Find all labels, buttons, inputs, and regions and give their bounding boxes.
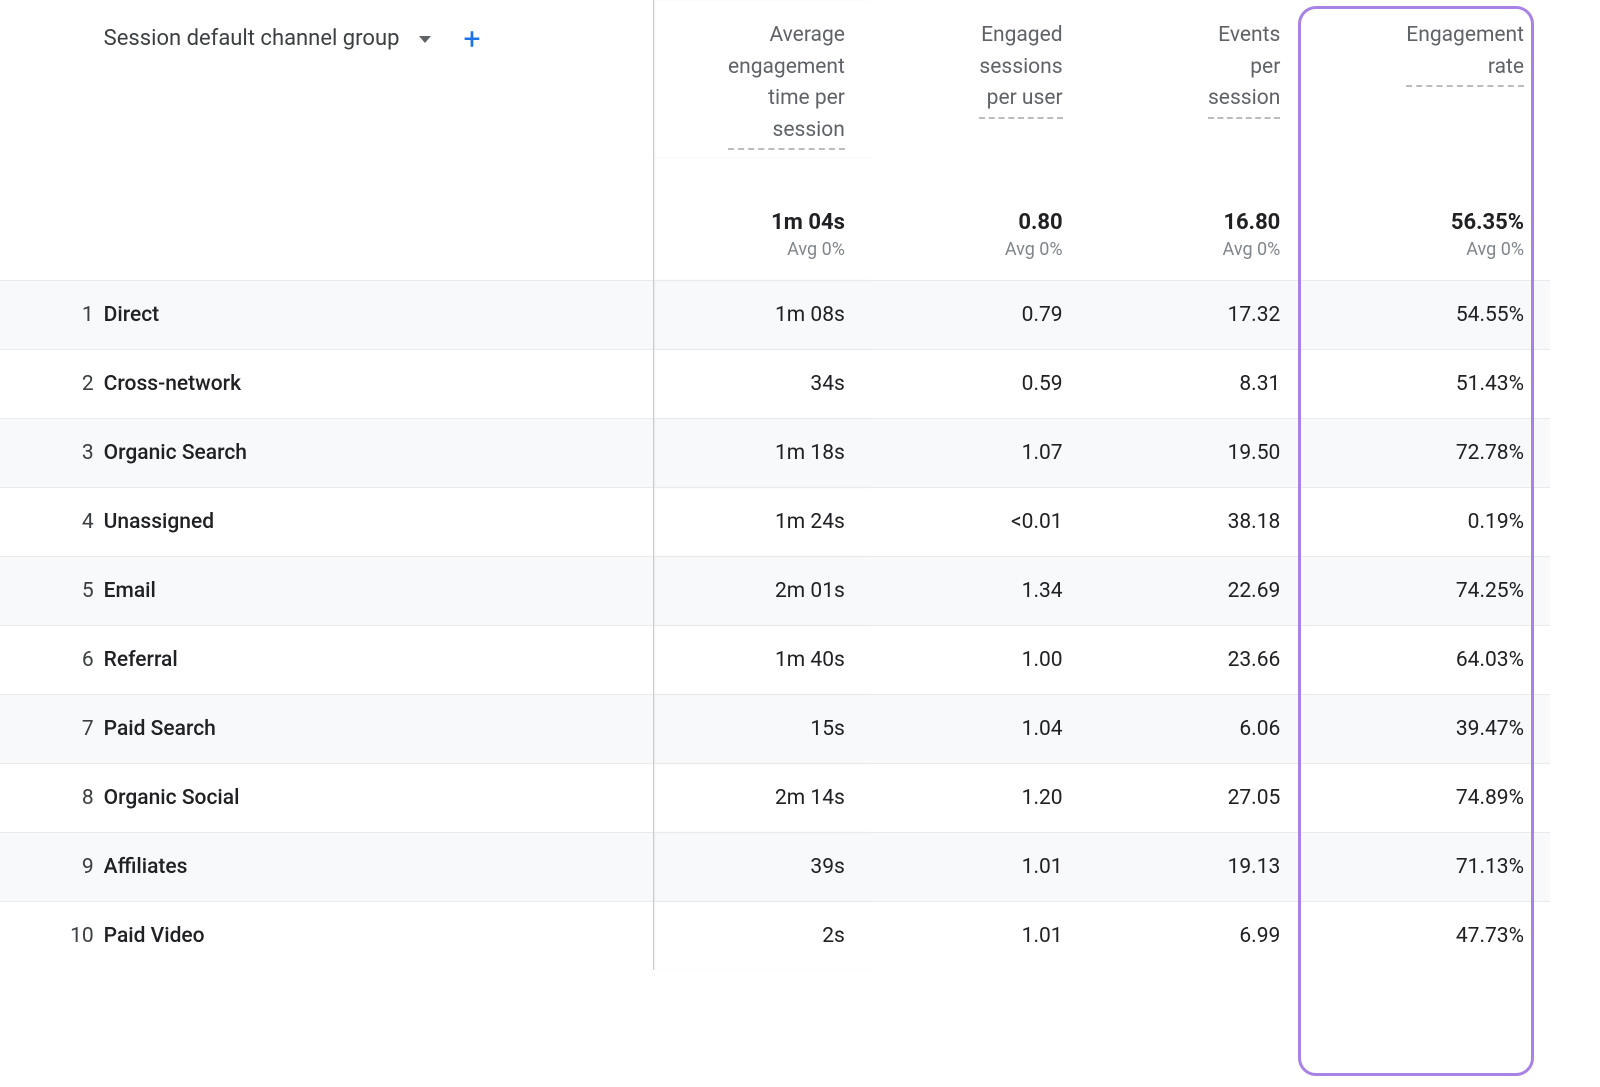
row-channel[interactable]: Email <box>104 557 653 626</box>
row-channel[interactable]: Paid Search <box>104 695 653 764</box>
row-metric: 74.89% <box>1306 764 1550 833</box>
header-idx-blank <box>0 0 104 158</box>
row-metric: 2m 01s <box>653 557 871 626</box>
table-row[interactable]: 7Paid Search15s1.046.0639.47% <box>0 695 1550 764</box>
row-metric: 39.47% <box>1306 695 1550 764</box>
table-row[interactable]: 3Organic Search1m 18s1.0719.5072.78% <box>0 419 1550 488</box>
row-metric: 0.59 <box>871 350 1089 419</box>
row-metric: 1m 40s <box>653 626 871 695</box>
row-metric: 15s <box>653 695 871 764</box>
row-metric: 23.66 <box>1089 626 1307 695</box>
row-metric: 1.34 <box>871 557 1089 626</box>
row-channel[interactable]: Unassigned <box>104 488 653 557</box>
row-metric: 8.31 <box>1089 350 1307 419</box>
row-channel[interactable]: Direct <box>104 281 653 350</box>
row-metric: 0.19% <box>1306 488 1550 557</box>
table-row[interactable]: 8Organic Social2m 14s1.2027.0574.89% <box>0 764 1550 833</box>
table-row[interactable]: 9Affiliates39s1.0119.1371.13% <box>0 833 1550 902</box>
row-channel[interactable]: Organic Search <box>104 419 653 488</box>
row-metric: 17.32 <box>1089 281 1307 350</box>
row-channel[interactable]: Cross-network <box>104 350 653 419</box>
totals-dim-blank <box>104 158 653 281</box>
table-row[interactable]: 10Paid Video2s1.016.9947.73% <box>0 902 1550 971</box>
table-row[interactable]: 2Cross-network34s0.598.3151.43% <box>0 350 1550 419</box>
row-metric: 1.04 <box>871 695 1089 764</box>
dimension-label: Session default channel group <box>104 28 400 50</box>
row-index: 7 <box>0 695 104 764</box>
table-row[interactable]: 4Unassigned1m 24s<0.0138.180.19% <box>0 488 1550 557</box>
row-metric: 0.79 <box>871 281 1089 350</box>
row-index: 3 <box>0 419 104 488</box>
row-metric: 47.73% <box>1306 902 1550 971</box>
row-index: 6 <box>0 626 104 695</box>
row-channel[interactable]: Affiliates <box>104 833 653 902</box>
row-metric: 2s <box>653 902 871 971</box>
row-index: 5 <box>0 557 104 626</box>
row-metric: 39s <box>653 833 871 902</box>
row-metric: <0.01 <box>871 488 1089 557</box>
row-metric: 54.55% <box>1306 281 1550 350</box>
row-metric: 22.69 <box>1089 557 1307 626</box>
row-metric: 1.20 <box>871 764 1089 833</box>
row-metric: 2m 14s <box>653 764 871 833</box>
row-metric: 19.50 <box>1089 419 1307 488</box>
row-index: 4 <box>0 488 104 557</box>
col-header-engaged-sessions-per-user[interactable]: Engagedsessionsper user <box>871 0 1089 158</box>
row-metric: 19.13 <box>1089 833 1307 902</box>
row-metric: 51.43% <box>1306 350 1550 419</box>
totals-idx-blank <box>0 158 104 281</box>
add-dimension-icon[interactable]: + <box>463 29 480 50</box>
row-metric: 1.01 <box>871 902 1089 971</box>
col-header-events-per-session[interactable]: Eventspersession <box>1089 0 1307 158</box>
row-metric: 71.13% <box>1306 833 1550 902</box>
row-channel[interactable]: Organic Social <box>104 764 653 833</box>
row-metric: 72.78% <box>1306 419 1550 488</box>
table-row[interactable]: 5Email2m 01s1.3422.6974.25% <box>0 557 1550 626</box>
col-header-avg-engagement-time[interactable]: Averageengagementtime persession <box>653 0 871 158</box>
row-index: 10 <box>0 902 104 971</box>
row-metric: 1.00 <box>871 626 1089 695</box>
row-metric: 1m 18s <box>653 419 871 488</box>
channel-report-table: Session default channel group + Averagee… <box>0 0 1550 970</box>
row-metric: 6.99 <box>1089 902 1307 971</box>
total-avg-engagement-time: 1m 04s Avg 0% <box>653 158 871 281</box>
row-index: 8 <box>0 764 104 833</box>
row-metric: 1m 24s <box>653 488 871 557</box>
report-table-wrap: Session default channel group + Averagee… <box>0 0 1600 970</box>
total-events-per-session: 16.80 Avg 0% <box>1089 158 1307 281</box>
row-index: 2 <box>0 350 104 419</box>
table-row[interactable]: 1Direct1m 08s0.7917.3254.55% <box>0 281 1550 350</box>
row-metric: 27.05 <box>1089 764 1307 833</box>
row-metric: 64.03% <box>1306 626 1550 695</box>
table-body: 1Direct1m 08s0.7917.3254.55%2Cross-netwo… <box>0 281 1550 971</box>
chevron-down-icon <box>419 36 431 43</box>
row-metric: 6.06 <box>1089 695 1307 764</box>
dimension-header-cell: Session default channel group + <box>104 0 653 158</box>
row-channel[interactable]: Referral <box>104 626 653 695</box>
row-metric: 74.25% <box>1306 557 1550 626</box>
row-index: 1 <box>0 281 104 350</box>
row-metric: 38.18 <box>1089 488 1307 557</box>
dimension-selector[interactable]: Session default channel group + <box>104 20 481 50</box>
row-channel[interactable]: Paid Video <box>104 902 653 971</box>
row-metric: 1m 08s <box>653 281 871 350</box>
total-engagement-rate: 56.35% Avg 0% <box>1306 158 1550 281</box>
row-metric: 34s <box>653 350 871 419</box>
row-metric: 1.07 <box>871 419 1089 488</box>
col-header-engagement-rate[interactable]: Engagementrate <box>1306 0 1550 158</box>
table-row[interactable]: 6Referral1m 40s1.0023.6664.03% <box>0 626 1550 695</box>
row-metric: 1.01 <box>871 833 1089 902</box>
total-engaged-sessions-per-user: 0.80 Avg 0% <box>871 158 1089 281</box>
row-index: 9 <box>0 833 104 902</box>
